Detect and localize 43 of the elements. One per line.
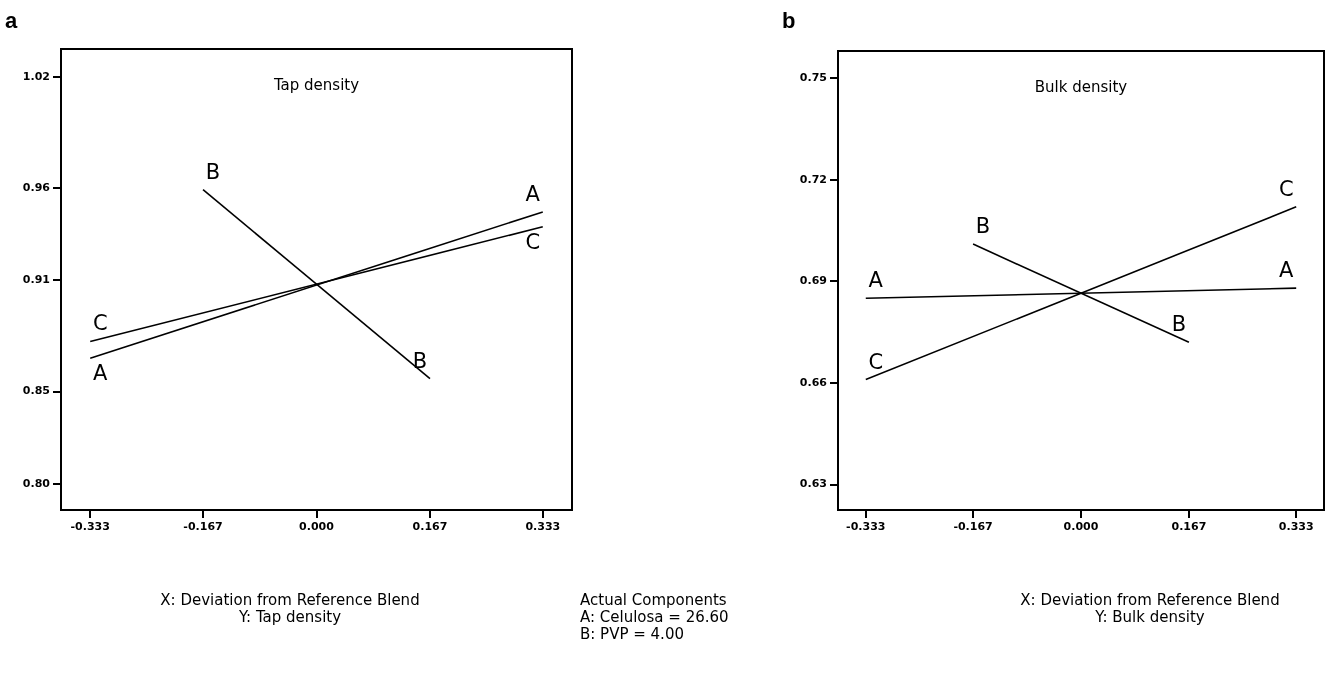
series-label: B: [412, 348, 428, 373]
chart-title: a: [5, 8, 18, 34]
text: Bulk density: [1034, 78, 1128, 97]
y-tick-label: 0.75: [799, 70, 827, 84]
y-tick-label: 0.80: [22, 476, 51, 490]
text: A: [1279, 258, 1294, 283]
text: B: [205, 159, 221, 184]
text: C: [92, 311, 108, 336]
x-tick-label: -0.167: [953, 520, 993, 534]
series-label: A: [868, 268, 884, 293]
chart-title: b: [782, 8, 796, 34]
y-tick-label: 0.66: [799, 375, 828, 389]
x-tick-label: 0.000: [299, 520, 335, 534]
text: Actual Components: [580, 591, 728, 609]
y-tick-label: 1.02: [22, 69, 50, 83]
series-label: C: [868, 349, 884, 374]
text: Y: Bulk density: [1094, 608, 1206, 626]
series-label: C: [525, 229, 541, 254]
series-label: A: [93, 361, 109, 386]
x-tick-label: 0.000: [1063, 520, 1099, 534]
x-tick-label: -0.333: [70, 520, 110, 534]
x-tick-label: 0.333: [1278, 520, 1314, 534]
x-tick-label: -0.167: [183, 520, 223, 534]
text: C: [1278, 176, 1294, 201]
text: Y: Tap density: [237, 608, 343, 626]
y-tick-label: 0.96: [22, 180, 51, 194]
x-tick-label: 0.167: [412, 520, 448, 534]
y-tick-label: 0.72: [799, 172, 827, 186]
series-label: B: [1171, 312, 1187, 337]
y-tick-label: 0.63: [799, 477, 827, 491]
x-tick-label: 0.167: [1171, 520, 1207, 534]
text: B: PVP = 4.00: [580, 625, 685, 643]
text: Tap density: [272, 76, 360, 95]
y-tick-label: 0.69: [799, 274, 827, 288]
text: A: Celulosa = 26.60: [580, 608, 729, 626]
text: B: [975, 214, 991, 239]
text: A: [525, 181, 540, 206]
x-tick-label: -0.333: [846, 520, 886, 534]
x-axis-title: X: Deviation from Reference Blend: [1019, 591, 1281, 609]
x-tick-label: 0.333: [525, 520, 561, 534]
x-axis-title: X: Deviation from Reference Blend: [159, 591, 421, 609]
y-tick-label: 0.91: [22, 273, 50, 287]
y-tick-label: 0.85: [22, 384, 50, 398]
